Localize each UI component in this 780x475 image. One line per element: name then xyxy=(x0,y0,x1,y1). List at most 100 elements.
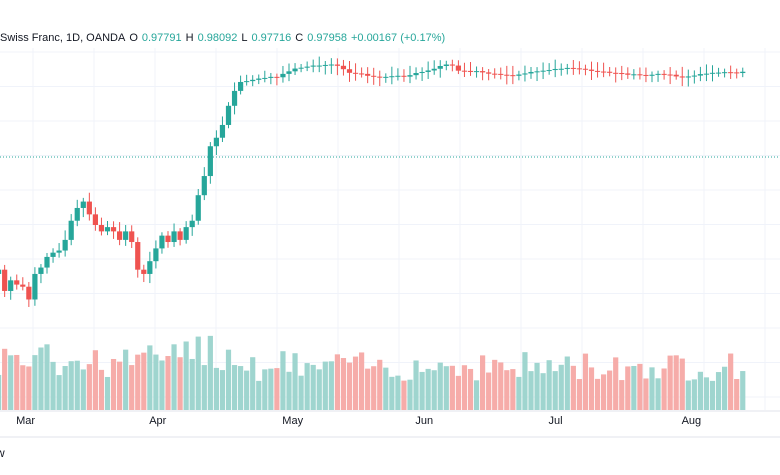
volume-bar xyxy=(365,368,371,410)
volume-bar xyxy=(92,350,98,410)
volume-bar xyxy=(371,366,377,410)
volume-bar xyxy=(110,358,117,410)
candle-body xyxy=(655,73,661,75)
candle-body xyxy=(637,74,643,76)
candle-body xyxy=(534,71,540,73)
volume-bar xyxy=(268,368,274,410)
volume-bar xyxy=(32,355,38,410)
candle-body xyxy=(740,71,746,74)
candle-body xyxy=(135,242,141,270)
volume-bar xyxy=(594,378,601,410)
volume-bar xyxy=(280,351,286,410)
volume-bar xyxy=(153,354,159,410)
candle-body xyxy=(346,69,353,73)
volume-bar xyxy=(44,344,50,410)
volume-bar xyxy=(607,370,613,410)
candle-body xyxy=(123,231,129,240)
volume-bar xyxy=(256,380,262,410)
candle-body xyxy=(443,64,449,67)
volume-bar xyxy=(728,353,734,410)
candle-body xyxy=(467,70,474,72)
candle-body xyxy=(310,65,316,67)
candle-body xyxy=(709,72,716,74)
volume-bar xyxy=(135,354,141,410)
candle-body xyxy=(141,269,147,274)
candle-body xyxy=(697,74,703,76)
candle-body xyxy=(601,71,607,73)
candle-body xyxy=(262,77,268,79)
volume-bar xyxy=(20,365,26,410)
volume-bar xyxy=(558,364,564,410)
candle-body xyxy=(691,75,697,77)
candle-body xyxy=(365,73,371,76)
candle-body xyxy=(582,68,589,70)
candle-body xyxy=(280,73,286,78)
volume-bar xyxy=(552,371,558,410)
candle-body xyxy=(522,73,528,75)
volume-bar xyxy=(274,368,280,410)
volume-bar xyxy=(304,363,310,410)
candle-body xyxy=(129,231,135,243)
candle-body xyxy=(588,69,595,71)
volume-bar xyxy=(637,363,643,410)
symbol-legend: Swiss Franc, 1D, OANDA O 0.97791 H 0.98092… xyxy=(0,32,445,48)
volume-bar xyxy=(165,356,171,410)
volume-bar xyxy=(703,377,710,410)
volume-bar xyxy=(159,360,165,410)
volume-bar xyxy=(625,366,631,410)
candle-body xyxy=(649,74,655,76)
volume-bar xyxy=(316,369,322,410)
volume-bar xyxy=(492,359,498,410)
candle-body xyxy=(570,67,576,69)
candle-body xyxy=(44,256,50,268)
volume-bar xyxy=(691,379,697,410)
candle-body xyxy=(26,286,32,300)
volume-bar xyxy=(207,335,213,410)
candle-body xyxy=(383,76,389,78)
volume-bar xyxy=(722,366,728,410)
candle-body xyxy=(189,220,195,228)
volume-bar xyxy=(564,356,570,410)
volume-bar xyxy=(14,354,20,410)
time-axis-label: Jun xyxy=(415,415,433,427)
volume-bar xyxy=(117,361,123,410)
volume-bar xyxy=(540,373,546,410)
volume-bar xyxy=(655,378,661,410)
candle-body xyxy=(679,76,685,78)
volume-bar xyxy=(310,364,316,410)
volume-bar xyxy=(709,380,716,410)
volume-bar xyxy=(250,357,256,410)
volume-bar xyxy=(649,367,655,410)
candle-body xyxy=(231,90,238,106)
candle-body xyxy=(613,72,619,74)
candle-body xyxy=(153,248,159,262)
candle-body xyxy=(510,75,516,77)
candle-body xyxy=(80,201,86,208)
candle-body xyxy=(213,137,219,147)
volume-bar xyxy=(213,367,219,410)
candle-body xyxy=(2,269,8,291)
candle-body xyxy=(32,273,38,300)
volume-bar xyxy=(298,375,304,410)
volume-bar xyxy=(431,370,437,410)
volume-bar xyxy=(504,370,510,410)
candle-body xyxy=(20,284,26,287)
candle-body xyxy=(316,65,322,67)
volume-bar xyxy=(613,357,619,410)
candle-body xyxy=(340,65,347,70)
candle-body xyxy=(74,207,80,221)
candle-body xyxy=(322,64,328,66)
high-label: H xyxy=(185,32,194,44)
volume-bar xyxy=(461,365,468,410)
volume-bar xyxy=(443,366,449,410)
volume-bar xyxy=(534,362,540,410)
volume-bar xyxy=(62,366,68,410)
candle-body xyxy=(68,220,74,240)
candle-body xyxy=(225,105,232,125)
candle-body xyxy=(407,75,413,77)
brand-text: w xyxy=(0,446,5,460)
volume-bar xyxy=(56,375,62,410)
candle-body xyxy=(219,124,226,138)
volume-bar xyxy=(383,367,389,410)
